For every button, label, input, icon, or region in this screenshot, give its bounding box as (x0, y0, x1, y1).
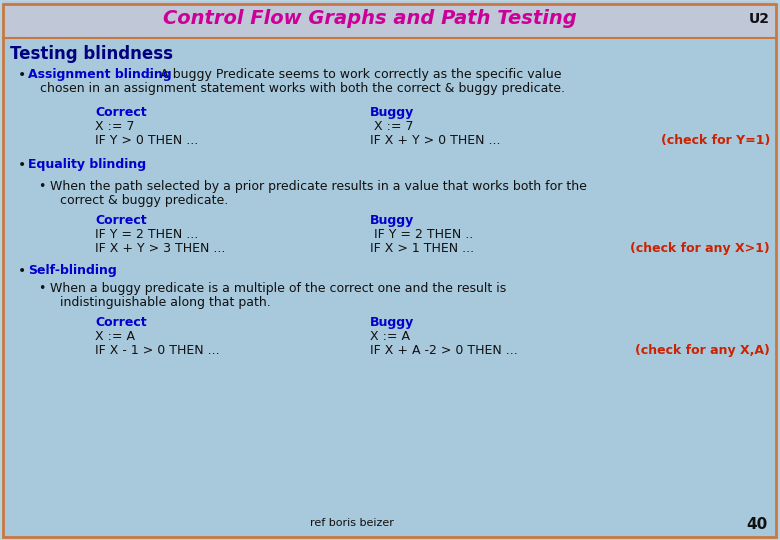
Text: Correct: Correct (95, 316, 147, 329)
Text: •: • (18, 264, 27, 278)
Text: X := 7: X := 7 (370, 120, 413, 133)
Text: When the path selected by a prior predicate results in a value that works both f: When the path selected by a prior predic… (50, 180, 587, 193)
Text: correct & buggy predicate.: correct & buggy predicate. (60, 194, 229, 207)
Text: •: • (18, 158, 27, 172)
Text: indistinguishable along that path.: indistinguishable along that path. (60, 296, 271, 309)
Text: 40: 40 (746, 517, 768, 532)
Text: •: • (38, 180, 45, 193)
Text: Equality blinding: Equality blinding (28, 158, 146, 171)
Text: IF X + A -2 > 0 THEN ...: IF X + A -2 > 0 THEN ... (370, 344, 518, 357)
Text: Correct: Correct (95, 214, 147, 227)
Text: Self-blinding: Self-blinding (28, 264, 117, 277)
Text: (check for any X,A): (check for any X,A) (635, 344, 770, 357)
Bar (3, 1, 776, 38)
Text: X := 7: X := 7 (95, 120, 134, 133)
Text: Correct: Correct (95, 106, 147, 119)
Text: •: • (38, 282, 45, 295)
Text: ref boris beizer: ref boris beizer (310, 518, 394, 528)
Text: (check for any X>1): (check for any X>1) (630, 242, 770, 255)
Text: IF X + Y > 3 THEN ...: IF X + Y > 3 THEN ... (95, 242, 225, 255)
Text: Testing blindness: Testing blindness (10, 45, 173, 63)
Text: IF Y > 0 THEN ...: IF Y > 0 THEN ... (95, 134, 198, 147)
Text: (check for Y=1): (check for Y=1) (661, 134, 770, 147)
Text: Control Flow Graphs and Path Testing: Control Flow Graphs and Path Testing (163, 10, 577, 29)
Text: When a buggy predicate is a multiple of the correct one and the result is: When a buggy predicate is a multiple of … (50, 282, 506, 295)
Text: IF X + Y > 0 THEN ...: IF X + Y > 0 THEN ... (370, 134, 501, 147)
Text: Buggy: Buggy (370, 214, 414, 227)
Text: X := A: X := A (370, 330, 410, 343)
Text: Assignment blinding: Assignment blinding (28, 68, 172, 81)
Text: IF Y = 2 THEN ..: IF Y = 2 THEN .. (370, 228, 473, 241)
Text: Buggy: Buggy (370, 316, 414, 329)
Text: :: : (128, 158, 133, 171)
Text: IF Y = 2 THEN ...: IF Y = 2 THEN ... (95, 228, 198, 241)
Text: :  A buggy Predicate seems to work correctly as the specific value: : A buggy Predicate seems to work correc… (148, 68, 562, 81)
Text: •: • (18, 68, 27, 82)
Text: U2: U2 (749, 12, 770, 26)
Text: IF X - 1 > 0 THEN ...: IF X - 1 > 0 THEN ... (95, 344, 220, 357)
Text: Buggy: Buggy (370, 106, 414, 119)
Text: chosen in an assignment statement works with both the correct & buggy predicate.: chosen in an assignment statement works … (40, 82, 565, 95)
Text: IF X > 1 THEN ...: IF X > 1 THEN ... (370, 242, 474, 255)
Text: X := A: X := A (95, 330, 135, 343)
